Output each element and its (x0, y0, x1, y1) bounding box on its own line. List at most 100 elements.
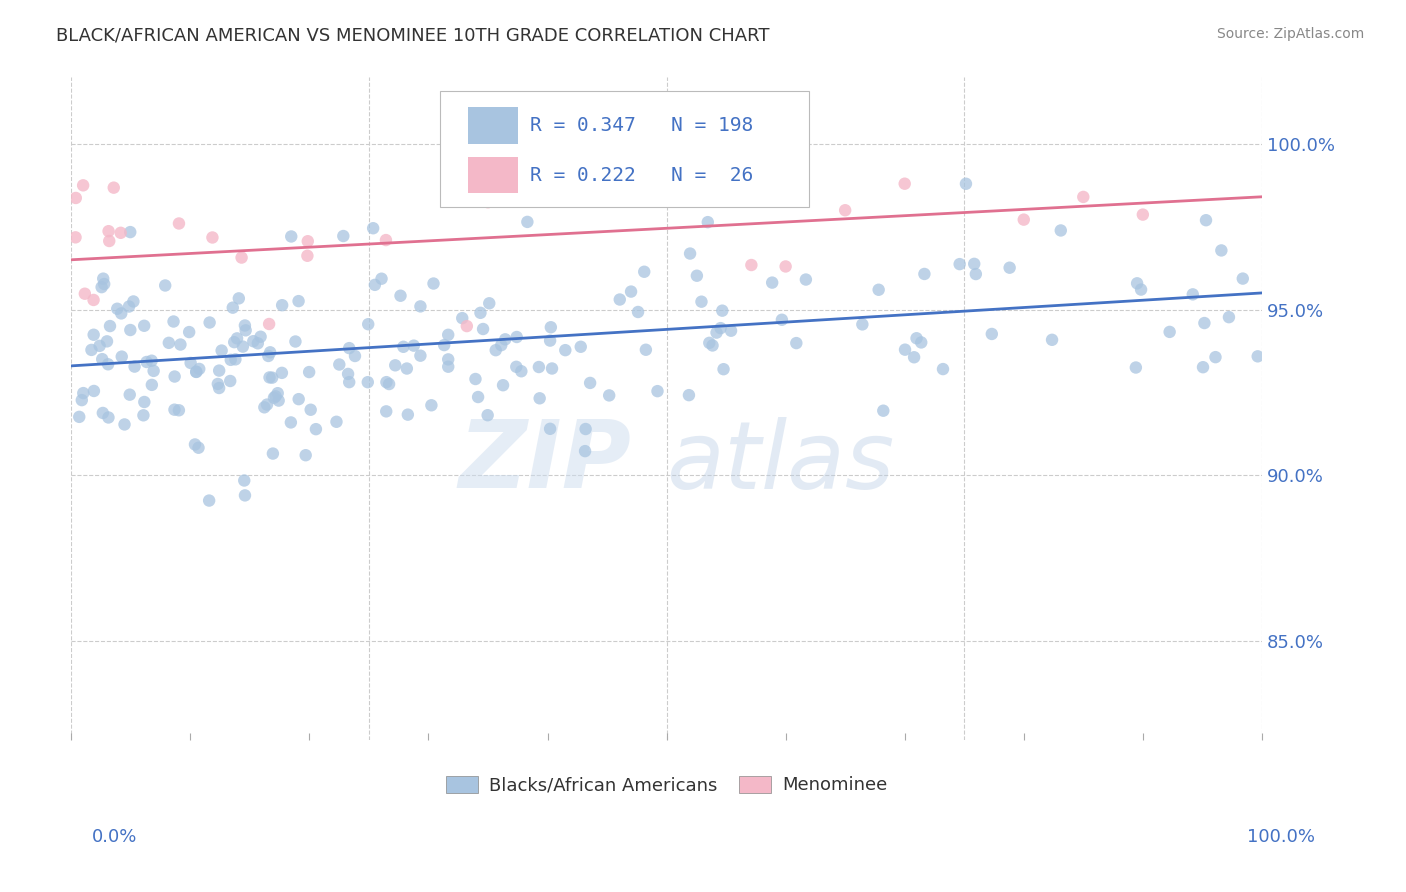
Point (257, 317, 280, 331)
Point (980, 326, 1002, 341)
Point (110, 306, 132, 320)
Point (187, 441, 209, 455)
Point (118, 300, 141, 314)
Point (262, 370, 284, 384)
Point (492, 378, 515, 392)
Point (516, 215, 538, 229)
Point (198, 493, 221, 508)
Point (893, 177, 915, 191)
Text: atlas: atlas (666, 417, 894, 508)
Point (198, 316, 221, 330)
Point (910, 335, 932, 350)
Point (872, 403, 894, 417)
Point (932, 362, 955, 376)
Point (963, 257, 986, 271)
Point (256, 398, 278, 412)
Point (569, 340, 592, 354)
Point (370, 271, 392, 285)
Point (287, 294, 309, 309)
Point (912, 267, 935, 281)
Point (720, 324, 742, 338)
Point (141, 353, 163, 368)
Point (696, 215, 718, 229)
Point (231, 251, 253, 265)
Point (903, 351, 925, 365)
Point (270, 366, 292, 380)
Point (456, 319, 478, 334)
Point (1218, 310, 1240, 325)
Point (80, 343, 103, 357)
Point (697, 335, 720, 350)
Point (491, 338, 513, 352)
Point (157, 335, 180, 350)
Point (375, 404, 398, 418)
Point (1194, 316, 1216, 330)
Point (162, 314, 184, 328)
Point (1049, 223, 1071, 237)
Point (132, 409, 155, 423)
Text: ZIP: ZIP (458, 416, 631, 508)
Point (868, 283, 890, 297)
Point (361, 221, 384, 235)
Point (232, 340, 254, 354)
Point (118, 387, 141, 401)
Point (328, 358, 350, 372)
Point (83, 293, 105, 307)
Point (364, 277, 387, 292)
Point (378, 377, 401, 392)
Point (409, 349, 432, 363)
Point (702, 338, 724, 352)
Point (186, 365, 208, 379)
Point (1040, 333, 1063, 347)
Point (678, 388, 700, 402)
Point (83, 327, 105, 342)
Point (284, 334, 307, 349)
Point (540, 320, 562, 334)
Point (120, 225, 142, 239)
Point (97, 410, 120, 425)
Point (395, 361, 418, 376)
Point (179, 325, 201, 339)
Point (186, 365, 208, 379)
Point (690, 294, 713, 309)
Point (111, 350, 134, 364)
Point (713, 362, 735, 376)
Point (357, 375, 380, 389)
Point (337, 375, 360, 389)
Point (222, 301, 245, 315)
Point (949, 257, 972, 271)
Point (97, 224, 120, 238)
Point (267, 386, 290, 401)
Point (135, 355, 157, 369)
Point (851, 318, 873, 332)
Point (167, 217, 190, 231)
Point (541, 361, 564, 376)
FancyBboxPatch shape (468, 157, 517, 194)
Point (770, 312, 793, 326)
Point (299, 402, 322, 417)
Point (1195, 213, 1218, 227)
Point (965, 267, 987, 281)
Point (955, 177, 977, 191)
Text: Source: ZipAtlas.com: Source: ZipAtlas.com (1216, 27, 1364, 41)
Point (110, 226, 132, 240)
FancyBboxPatch shape (440, 91, 810, 207)
Point (574, 444, 596, 458)
Point (679, 246, 702, 260)
Point (1126, 277, 1149, 291)
Point (226, 331, 249, 345)
Point (207, 376, 229, 391)
Point (470, 306, 492, 320)
Point (834, 203, 856, 218)
Point (96, 334, 118, 349)
Point (374, 233, 396, 247)
Point (89, 339, 111, 353)
Point (201, 230, 224, 244)
Point (357, 317, 380, 331)
Point (337, 367, 360, 381)
Point (609, 293, 631, 307)
Point (298, 365, 321, 379)
Point (259, 370, 281, 384)
Point (208, 381, 231, 395)
Point (396, 408, 419, 422)
